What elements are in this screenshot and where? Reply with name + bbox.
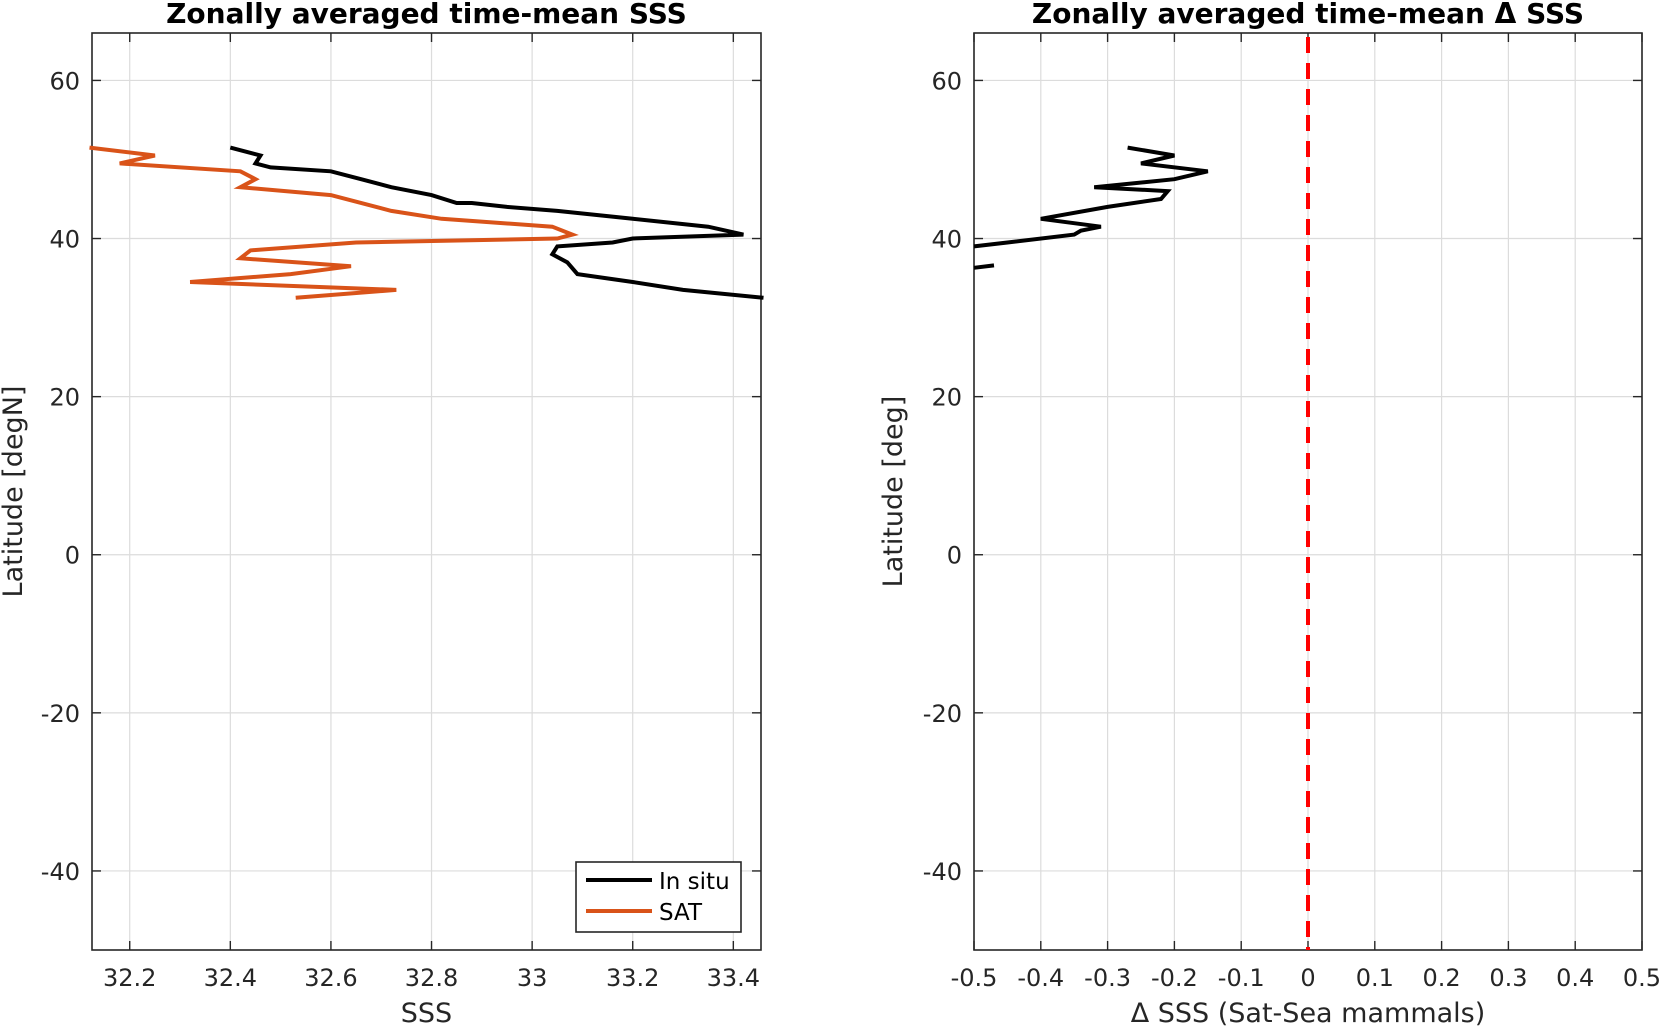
right-chart-panel: -0.5 -0.4 -0.3 -0.2 -0.1 0 0.1 0.2 0.3 0.4 0.5 -40 -…: [878, 0, 1661, 1026]
right-x-tick-label-2: -0.3: [1084, 964, 1131, 992]
right-x-tick-label-5: 0: [1300, 964, 1315, 992]
right-series-line-segment-1: [973, 263, 995, 270]
left-axes-box: [91, 32, 762, 951]
right-x-axis-label: Δ SSS (Sat-Sea mammals): [1131, 998, 1486, 1026]
left-x-tick-label-6: 33.4: [707, 964, 760, 992]
left-y-axis-label: Latitude [degN]: [0, 386, 29, 598]
left-y-tick-label-3: 20: [49, 384, 80, 412]
right-x-tick-label-7: 0.2: [1423, 964, 1461, 992]
right-x-tick-label-6: 0.1: [1356, 964, 1394, 992]
right-y-tick-label-2: 0: [947, 542, 962, 570]
right-x-tick-label-1: -0.4: [1017, 964, 1064, 992]
left-x-tick-label-0: 32.2: [103, 964, 156, 992]
right-y-tick-label-1: -20: [923, 700, 962, 728]
left-y-tick-label-4: 40: [49, 226, 80, 254]
legend-label-in-situ: In situ: [659, 869, 730, 895]
left-chart-title: Zonally averaged time-mean SSS: [166, 0, 687, 30]
right-y-tick-label-4: 40: [931, 226, 962, 254]
left-x-tick-label-4: 33: [517, 964, 548, 992]
right-x-tick-label-3: -0.2: [1151, 964, 1198, 992]
left-x-tick-label-5: 33.2: [606, 964, 659, 992]
right-y-axis-label: Latitude [deg]: [878, 396, 909, 588]
right-y-tick-label-3: 20: [931, 384, 962, 412]
right-y-tick-label-5: 60: [931, 67, 962, 95]
left-series-line-in-situ: [229, 145, 764, 300]
left-y-tick-label-5: 60: [49, 67, 80, 95]
right-x-tick-label-4: -0.1: [1218, 964, 1265, 992]
left-series-line-sat: [89, 145, 579, 300]
right-chart-title: Zonally averaged time-mean Δ SSS: [1032, 0, 1584, 30]
left-x-tick-label-2: 32.6: [304, 964, 357, 992]
left-chart-panel: 32.2 32.4 32.6 32.8 33 33.2 33.4 -40 -20 0 20 40 60 Z…: [0, 0, 764, 1026]
left-x-axis-label: SSS: [401, 998, 452, 1026]
right-x-tick-label-10: 0.5: [1623, 964, 1661, 992]
legend-box: [575, 861, 742, 933]
right-x-tick-label-8: 0.3: [1489, 964, 1527, 992]
right-x-tick-label-9: 0.4: [1556, 964, 1594, 992]
left-y-tick-label-2: 0: [65, 542, 80, 570]
left-y-tick-label-0: -40: [41, 858, 80, 886]
left-x-tick-label-3: 32.8: [405, 964, 458, 992]
right-x-tick-label-0: -0.5: [951, 964, 998, 992]
legend: In situ SAT: [575, 861, 742, 933]
left-y-tick-label-1: -20: [41, 700, 80, 728]
right-series-line-segment-0: [973, 145, 1209, 249]
left-x-tick-label-1: 32.4: [204, 964, 257, 992]
right-y-tick-label-0: -40: [923, 858, 962, 886]
legend-label-sat: SAT: [659, 900, 703, 926]
